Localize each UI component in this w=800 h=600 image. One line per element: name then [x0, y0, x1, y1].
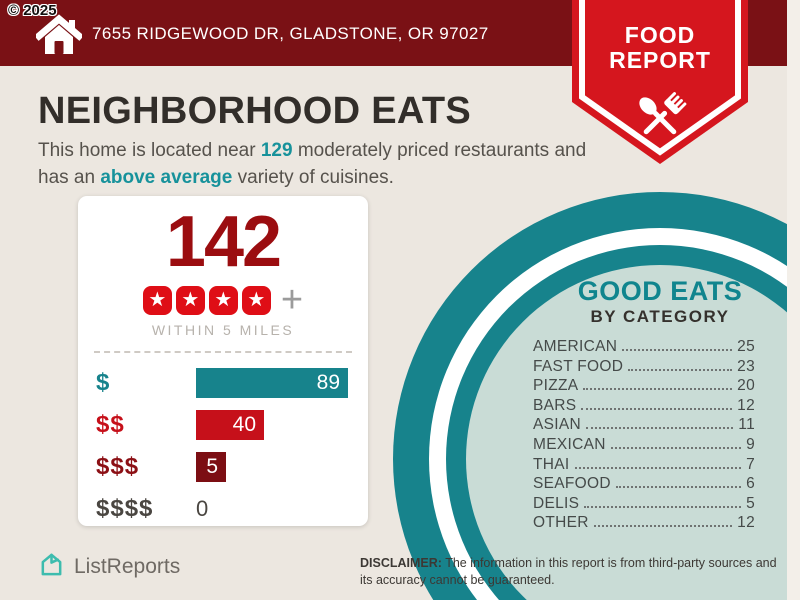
category-count: 23 — [737, 357, 755, 375]
category-label: ASIAN — [533, 416, 582, 434]
category-count: 7 — [746, 455, 755, 473]
category-label: SEAFOOD — [533, 475, 611, 493]
food-report-badge: FOOD REPORT — [572, 0, 748, 166]
category-count-list: AMERICAN 25 FAST FOOD 23 PIZZA 20 BARS 12 ASIAN 1… — [533, 338, 755, 534]
disclaimer: DISCLAIMER: The information in this repo… — [360, 555, 785, 589]
category-row: FAST FOOD 23 — [533, 358, 755, 378]
restaurant-stats-card: 142 ★ ★ ★ ★ + WITHIN 5 MILES $89 $$ 40 $$$ 5 $$$… — [78, 196, 368, 526]
good-eats-title: GOOD EATS — [577, 276, 743, 306]
price-bar-row: $$$$ 0 — [96, 494, 368, 524]
plus-sign: + — [280, 278, 304, 321]
variety-highlight: above average — [100, 166, 233, 188]
star-icon: ★ — [175, 285, 205, 315]
category-row: PIZZA 20 — [533, 377, 755, 397]
category-row: THAI 7 — [533, 456, 755, 476]
total-restaurant-count: 142 — [165, 202, 282, 282]
dotted-leader — [615, 486, 742, 489]
summary-part3: variety of cuisines. — [232, 166, 394, 188]
category-label: PIZZA — [533, 377, 579, 395]
star-rating: ★ ★ ★ ★ + — [78, 278, 368, 321]
category-row: SEAFOOD 6 — [533, 475, 755, 495]
category-label: FAST FOOD — [533, 357, 624, 375]
spoon-fork-crossed-icon — [639, 92, 687, 135]
dotted-leader — [583, 388, 733, 391]
listreports-logo-icon — [38, 551, 65, 583]
dotted-leader — [581, 407, 733, 410]
dotted-leader — [622, 349, 733, 351]
category-label: MEXICAN — [533, 435, 606, 453]
category-row: MEXICAN 9 — [533, 436, 755, 456]
summary-sentence: This home is located near 129 moderately… — [38, 138, 598, 192]
ribbon-shape — [572, 0, 748, 164]
disclaimer-label: DISCLAIMER: — [360, 556, 442, 570]
category-count: 9 — [746, 435, 755, 453]
disclaimer-text: The information in this report is from t… — [360, 556, 777, 587]
category-count: 12 — [737, 396, 755, 414]
price-level-label: $$$$ — [96, 495, 154, 522]
category-row: OTHER 12 — [533, 514, 755, 534]
radius-caption: WITHIN 5 MILES — [151, 322, 295, 338]
category-count: 11 — [738, 416, 755, 434]
badge-line-1: FOOD — [624, 22, 696, 48]
badge-line-2: REPORT — [609, 47, 711, 73]
price-bar-row: $89 — [96, 368, 368, 398]
price-level-label: $$ — [96, 411, 125, 438]
category-count: 6 — [746, 475, 755, 493]
copyright-text: © 2025 — [8, 2, 57, 19]
star-icons: ★ ★ ★ ★ — [142, 285, 271, 315]
price-level-bar-chart: $89 $$ 40 $$$ 5 $$$$ 0 — [78, 366, 368, 524]
page-title: NEIGHBORHOOD EATS — [38, 90, 471, 132]
brand-name: ListReports — [74, 555, 181, 578]
category-label: DELIS — [533, 494, 580, 512]
category-count: 12 — [737, 514, 755, 532]
category-label: THAI — [533, 455, 570, 473]
home-icon — [34, 14, 84, 61]
dotted-leader — [628, 368, 733, 371]
star-icon: ★ — [241, 285, 271, 315]
property-address: 7655 RIDGEWOOD DR, GLADSTONE, OR 97027 — [92, 24, 489, 43]
dotted-leader — [586, 427, 734, 430]
dashed-divider — [94, 351, 352, 353]
price-bar-row: $$$ 5 — [96, 452, 368, 482]
category-label: OTHER — [533, 514, 589, 532]
price-bar: 89 — [196, 368, 348, 398]
category-count: 20 — [737, 377, 755, 395]
restaurant-count: 129 — [260, 140, 293, 161]
price-bar-zero-value: 0 — [196, 496, 209, 521]
category-row: AMERICAN 25 — [533, 338, 755, 358]
price-bar: 40 — [196, 410, 264, 440]
category-label: BARS — [533, 396, 577, 414]
dotted-leader — [574, 466, 742, 469]
category-row: DELIS 5 — [533, 495, 755, 515]
category-label: AMERICAN — [533, 338, 618, 355]
dotted-leader — [584, 505, 742, 508]
summary-part2: moderately priced restaurants and has an — [38, 140, 587, 188]
dotted-leader — [610, 446, 742, 449]
star-icon: ★ — [142, 285, 172, 315]
page-edge-gutter — [787, 0, 800, 600]
price-level-label: $ — [96, 369, 111, 396]
category-count: 5 — [746, 494, 755, 512]
dotted-leader — [593, 525, 733, 528]
category-row: ASIAN 11 — [533, 416, 755, 436]
category-count: 25 — [737, 338, 755, 355]
price-bar-row: $$ 40 — [96, 410, 368, 440]
price-level-label: $$$ — [96, 453, 140, 480]
price-bar: 5 — [196, 452, 226, 482]
listreports-brand: ListReports — [38, 551, 180, 583]
summary-part1: This home is located near — [38, 140, 261, 161]
category-row: BARS 12 — [533, 397, 755, 417]
star-icon: ★ — [208, 285, 238, 315]
good-eats-subtitle: BY CATEGORY — [590, 307, 730, 326]
